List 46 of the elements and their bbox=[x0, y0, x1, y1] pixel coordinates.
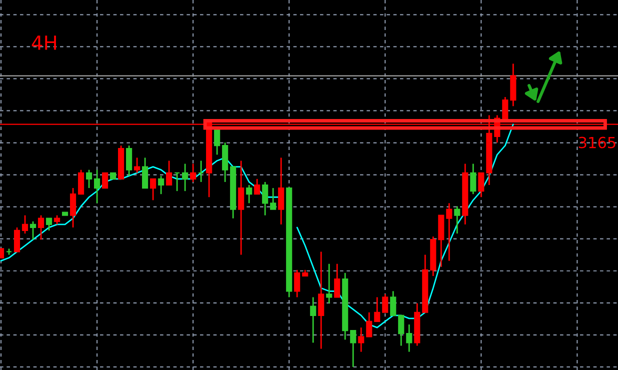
candlestick bbox=[326, 263, 332, 304]
candlestick bbox=[446, 202, 452, 262]
candlestick bbox=[78, 169, 84, 195]
candlestick bbox=[390, 290, 396, 316]
candlestick bbox=[142, 157, 148, 189]
candlestick bbox=[22, 214, 28, 234]
candlestick bbox=[46, 218, 52, 232]
candlestick bbox=[30, 220, 36, 240]
candlestick bbox=[398, 314, 404, 346]
candlestick bbox=[134, 157, 140, 174]
candlestick bbox=[382, 293, 388, 314]
candlestick bbox=[70, 187, 76, 228]
text: 3165 bbox=[578, 136, 616, 148]
candlestick bbox=[246, 184, 252, 204]
candlestick bbox=[238, 160, 244, 256]
candlestick bbox=[158, 175, 164, 195]
candlestick bbox=[478, 172, 484, 198]
candlestick bbox=[318, 251, 324, 350]
candlestick bbox=[54, 214, 60, 226]
candlestick bbox=[86, 169, 92, 189]
candlestick bbox=[150, 178, 156, 201]
candlestick bbox=[350, 330, 356, 368]
candlestick bbox=[254, 178, 260, 195]
candlestick bbox=[334, 263, 340, 298]
candlestick bbox=[14, 226, 20, 252]
candlestick bbox=[126, 144, 132, 177]
candlestick bbox=[38, 214, 44, 240]
candlestick bbox=[406, 324, 412, 352]
candlestick bbox=[366, 312, 372, 338]
chart-title: 4H bbox=[32, 36, 56, 50]
candlestick bbox=[270, 187, 276, 210]
candlestick bbox=[374, 296, 380, 322]
candlestick bbox=[198, 160, 204, 183]
candlestick bbox=[294, 269, 300, 298]
candlestick bbox=[174, 172, 180, 192]
candlestick bbox=[94, 169, 100, 204]
candlestick bbox=[278, 157, 284, 226]
candlestick bbox=[182, 163, 188, 192]
candlestick bbox=[262, 181, 268, 216]
candlestick bbox=[310, 296, 316, 344]
candlestick bbox=[358, 326, 364, 352]
candlestick bbox=[190, 163, 196, 183]
candlestick bbox=[166, 160, 172, 186]
candlestick bbox=[102, 172, 108, 189]
candlestick bbox=[454, 206, 460, 234]
candlestick bbox=[470, 163, 476, 195]
